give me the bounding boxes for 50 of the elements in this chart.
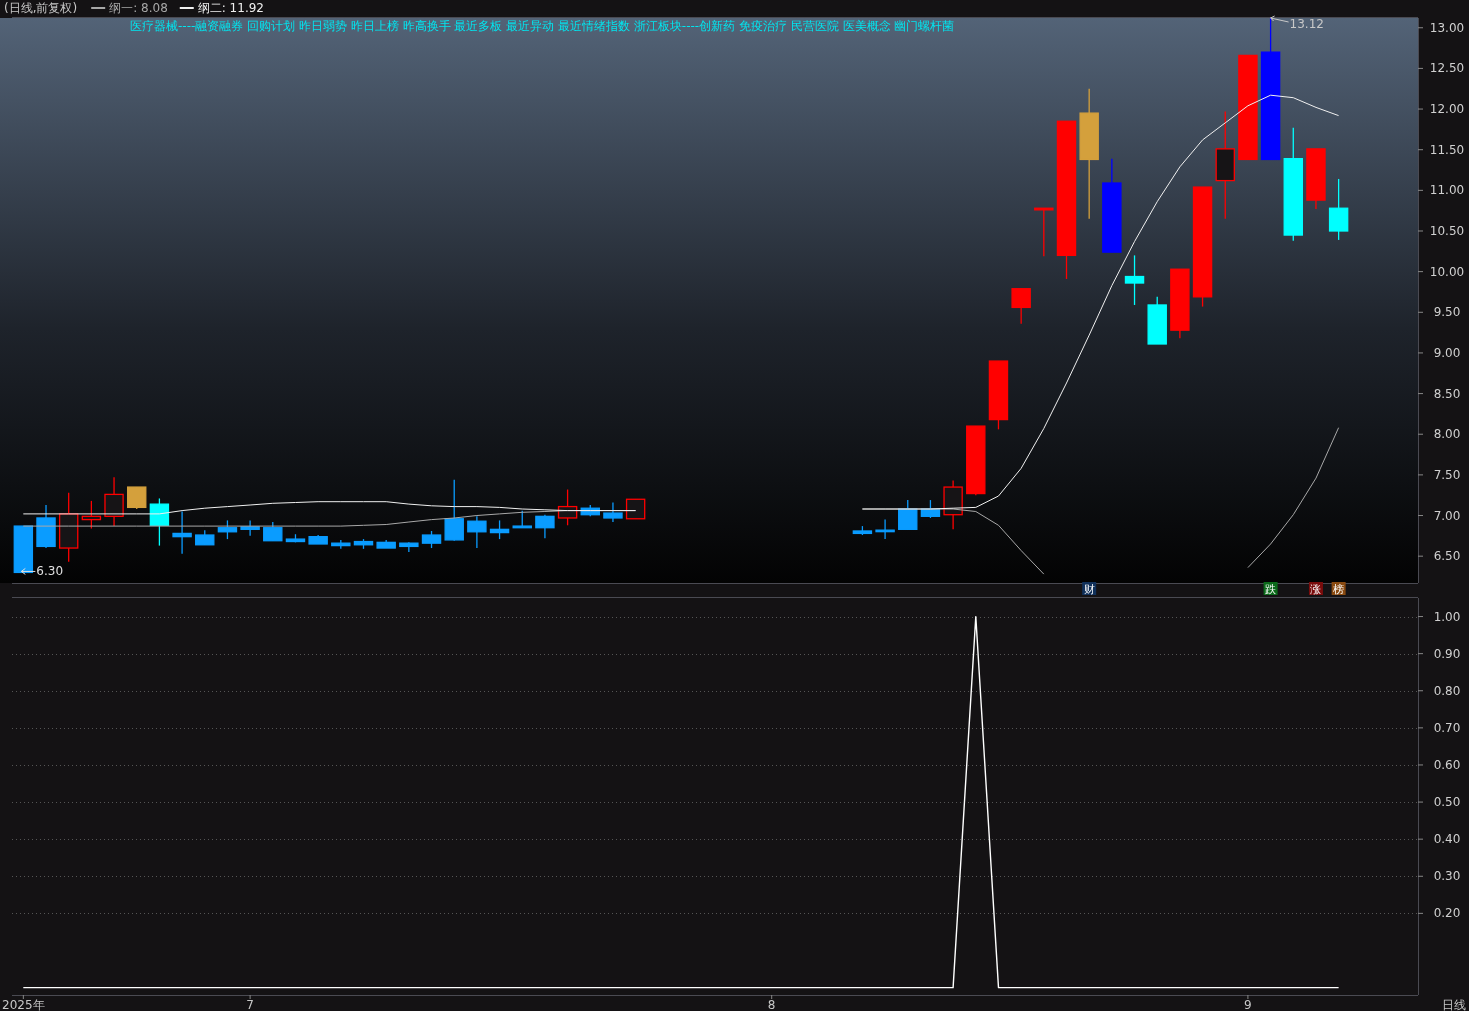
y-tick-label: 9.50: [1433, 305, 1461, 320]
candlestick: [263, 521, 283, 542]
candlestick: [603, 501, 623, 523]
x-tick-label: 8: [767, 998, 776, 1011]
y-tick-label: 9.00: [1433, 345, 1461, 360]
y-tick-label: 8.50: [1433, 386, 1461, 401]
chart-title: (日线,前复权): [4, 1, 78, 15]
candlestick: [1011, 288, 1031, 325]
y-tick-label: 11.00: [1429, 183, 1465, 198]
legend-label: 纲一: 8.08: [109, 1, 168, 15]
candlestick: [444, 479, 464, 542]
candlestick: [399, 541, 419, 553]
candlestick: [557, 488, 578, 526]
y-tick-label: 0.90: [1433, 646, 1461, 661]
y-tick-label: 0.60: [1433, 757, 1461, 772]
candlestick: [127, 486, 147, 510]
y-tick-label: 6.50: [1433, 549, 1461, 564]
y-tick-label: 0.20: [1433, 906, 1461, 921]
y-tick-label: 0.70: [1433, 720, 1461, 735]
y-tick-label: 13.00: [1429, 20, 1465, 35]
text: 日线: [1442, 998, 1466, 1011]
x-tick-label: 7: [246, 998, 254, 1011]
annotation: 13.12: [1289, 17, 1324, 31]
x-tick-label: 2025年: [2, 998, 45, 1011]
y-tick-label: 7.50: [1433, 467, 1461, 482]
y-tick-label: 12.00: [1429, 102, 1465, 117]
y-tick-label: 0.30: [1433, 869, 1461, 884]
annotation: 6.30: [36, 564, 64, 579]
candlestick: [217, 519, 238, 540]
y-tick-label: 8.00: [1433, 427, 1461, 442]
y-tick-label: 0.50: [1433, 795, 1461, 810]
y-tick-label: 12.50: [1429, 61, 1465, 76]
candlestick: [1328, 178, 1349, 241]
y-tick-label: 7.00: [1433, 508, 1461, 523]
candlestick: [898, 499, 918, 530]
x-tick-label: 9: [1244, 998, 1252, 1011]
candlestick: [172, 510, 192, 555]
y-tick-label: 11.50: [1429, 142, 1465, 157]
y-tick-label: 10.50: [1429, 223, 1465, 238]
y-tick-label: 1.00: [1433, 609, 1461, 624]
candlestick: [535, 514, 555, 539]
y-tick-label: 0.80: [1433, 683, 1461, 698]
legend-label: 纲二: 11.92: [197, 1, 264, 15]
y-tick-label: 0.40: [1433, 832, 1461, 847]
y-tick-label: 10.00: [1429, 264, 1465, 279]
candlestick: [104, 476, 124, 527]
candlestick: [1034, 207, 1054, 257]
candlestick: [1124, 254, 1145, 306]
annotation: 医疗器械----融资融券 回购计划 昨日弱势 昨日上榜 昨高换手 最近多板 最近异动 最近情绪指数 浙江板块----创新药 免疫治疗 民营医院 医美概念 幽门螺杆菌: [130, 19, 955, 33]
candlestick: [467, 515, 487, 549]
